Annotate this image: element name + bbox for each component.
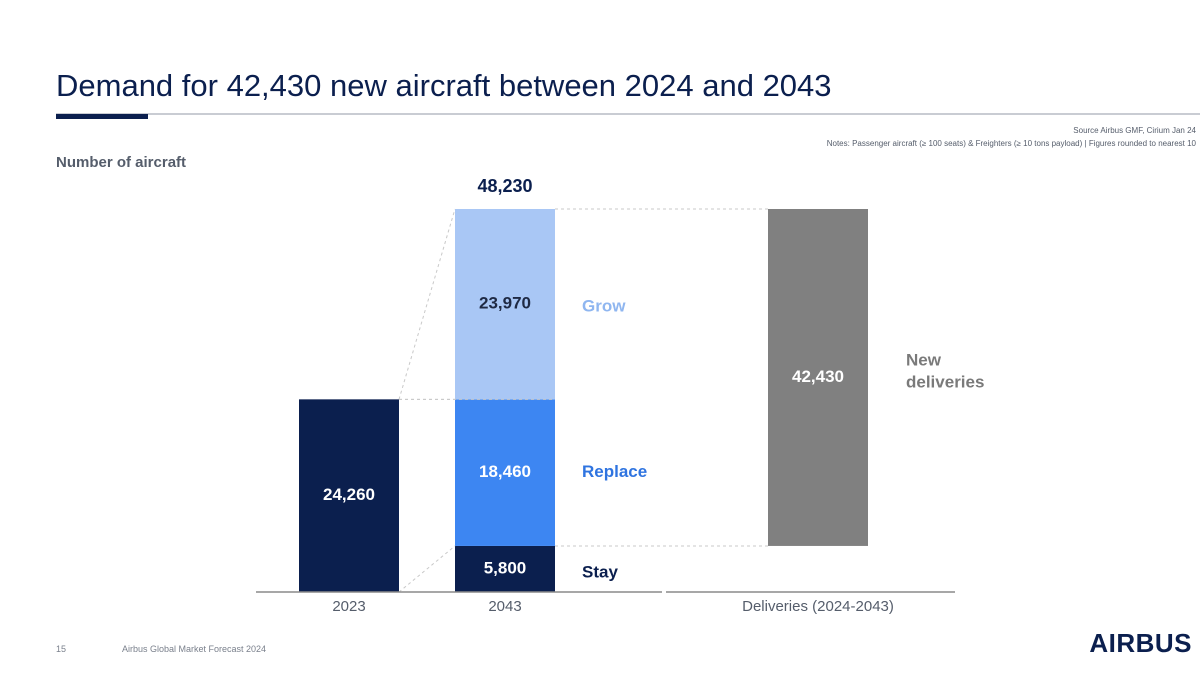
bar-label-2043-replace: 18,460	[479, 462, 531, 481]
airbus-logo: AIRBUS	[1089, 628, 1192, 658]
source-note: Source Airbus GMF, Cirium Jan 24	[1073, 126, 1196, 135]
bar-label-2043-grow: 23,970	[479, 294, 531, 313]
bar-2043-stay	[455, 545, 555, 592]
slide-title: Demand for 42,430 new aircraft between 2…	[56, 68, 832, 103]
bar-label-2043-stay: 5,800	[484, 558, 527, 577]
notes-line: Notes: Passenger aircraft (≥ 100 seats) …	[826, 139, 1196, 148]
segment-name-grow: Grow	[582, 297, 626, 316]
footer-label: Airbus Global Market Forecast 2024	[122, 644, 267, 654]
segment-name-stay: Stay	[582, 562, 618, 581]
connector-line-top	[398, 208, 456, 400]
bar-deliveries	[768, 209, 868, 546]
connector-line-bottom	[398, 545, 456, 593]
new-deliveries-label: New deliveries	[906, 350, 984, 391]
segment-name-replace: Replace	[582, 462, 647, 481]
title-accent-bar	[56, 114, 148, 119]
title-divider	[56, 113, 1200, 115]
bar-2043-grow	[455, 209, 555, 400]
category-label: Deliveries (2024-2043)	[742, 598, 894, 615]
bar-label-2023: 24,260	[323, 485, 375, 504]
category-label: 2043	[488, 598, 521, 615]
total-label-2043: 48,230	[477, 176, 532, 196]
bar-2043-replace	[455, 399, 555, 546]
y-axis-title: Number of aircraft	[56, 154, 187, 171]
bar-2023	[299, 399, 399, 592]
page-number: 15	[56, 644, 67, 654]
category-label: 2023	[332, 598, 365, 615]
bar-label-deliveries: 42,430	[792, 367, 844, 386]
